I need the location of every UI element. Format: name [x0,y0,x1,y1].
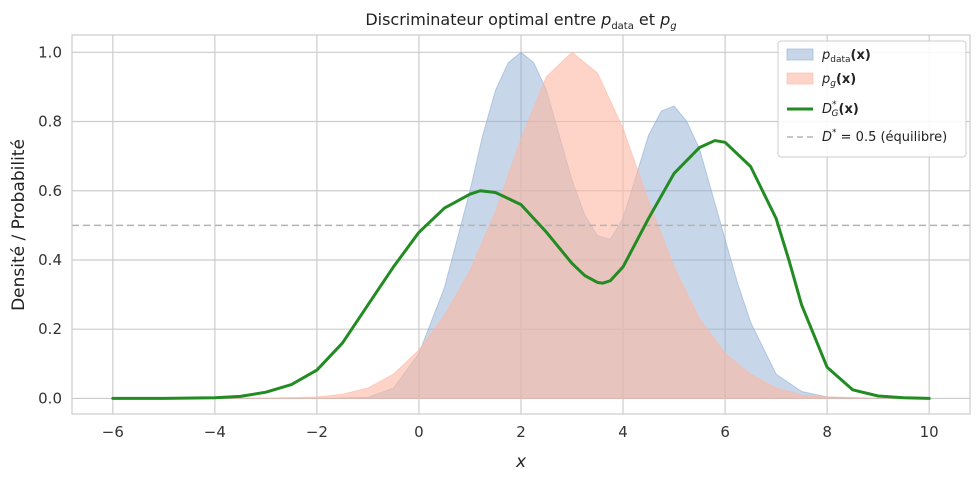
y-tick-label: 0.0 [38,389,62,407]
legend-label-equilibrium: D* = 0.5 (équilibre) [822,128,947,145]
x-tick-label: 2 [516,423,526,441]
y-tick-label: 0.6 [38,182,62,200]
line-series [111,139,931,400]
x-tick-label: 4 [618,423,628,441]
x-tick-label: −2 [306,423,328,441]
x-tick-label: −6 [102,423,124,441]
line-d-star [111,139,931,400]
legend-label-p-g: pg(x) [821,72,856,89]
title-p2-sub: g [670,21,676,32]
title-p2: p [659,10,670,29]
x-axis-label: x [515,452,527,472]
y-tick-label: 0.2 [38,320,62,338]
y-axis-label: Densité / Probabilité [9,139,29,311]
x-tick-label: 8 [822,423,832,441]
legend-swatch-p-data [786,48,814,61]
title-p1: p [600,10,611,29]
y-tick-label: 0.8 [38,113,62,131]
y-tick-labels: 0.0 0.2 0.4 0.6 0.8 1.0 [38,43,62,407]
x-tick-labels: −6 −4 −2 0 2 4 6 8 10 [102,423,939,441]
x-tick-label: 10 [920,423,939,441]
x-tick-label: 6 [720,423,730,441]
y-tick-label: 1.0 [38,43,62,61]
legend-swatch-p-g [786,72,814,85]
x-tick-label: 0 [414,423,424,441]
legend-label-p-data: pdata(x) [821,48,871,65]
legend-label-d-star: D* G(x) [822,100,859,119]
y-tick-label: 0.4 [38,251,62,269]
title-mid: et [634,10,660,29]
title-p1-sub: data [611,21,634,32]
x-tick-label: −4 [204,423,226,441]
area-p-g [112,51,930,399]
legend-box [777,40,967,158]
chart-title: Discriminateur optimal entre pdata et pg [365,10,676,32]
title-prefix: Discriminateur optimal entre [365,10,601,29]
plot-frame [71,34,971,415]
legend: pdata(x) pg(x) D* G(x) D* = 0.5 (équilibr… [777,40,967,158]
